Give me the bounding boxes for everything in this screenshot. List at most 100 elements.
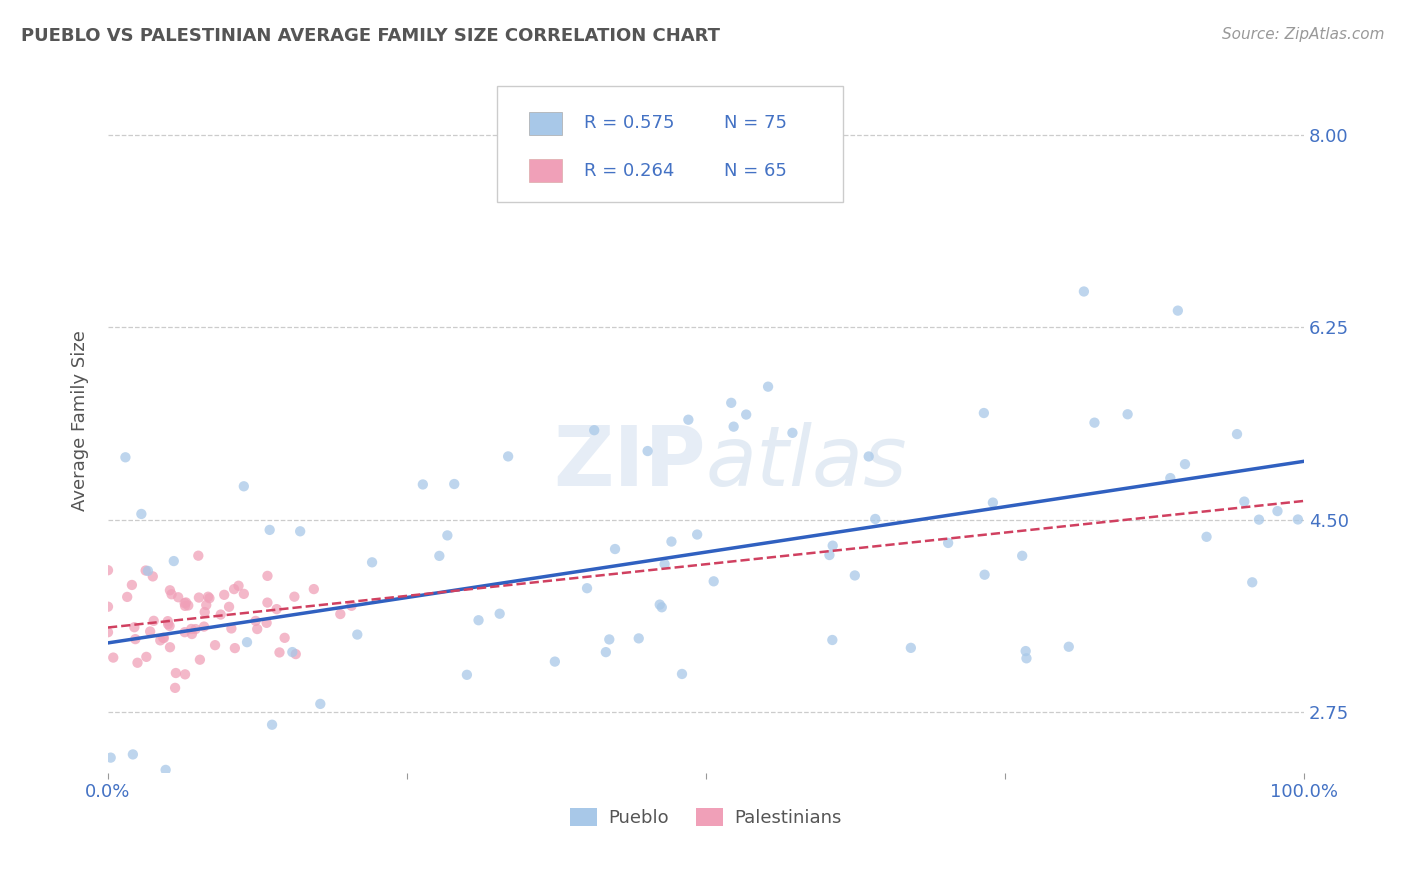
Point xyxy=(720,396,742,410)
Point xyxy=(187,549,209,563)
Point xyxy=(361,555,384,569)
Point xyxy=(1083,416,1105,430)
Point xyxy=(256,615,278,630)
Point xyxy=(302,582,325,596)
Point xyxy=(197,831,219,846)
Point xyxy=(1159,471,1181,485)
Point xyxy=(165,666,187,681)
Point xyxy=(973,567,995,582)
Point xyxy=(246,622,269,636)
Point xyxy=(818,548,841,562)
Point xyxy=(173,596,195,610)
Point xyxy=(232,479,254,493)
Text: N = 65: N = 65 xyxy=(724,161,787,179)
Point xyxy=(1014,644,1036,658)
Point xyxy=(193,619,215,633)
Point xyxy=(1241,575,1264,590)
Text: atlas: atlas xyxy=(706,423,907,503)
Point xyxy=(124,620,146,634)
Point xyxy=(1057,640,1080,654)
Point xyxy=(115,590,138,604)
Point xyxy=(1174,457,1197,471)
Point xyxy=(973,406,995,420)
Point xyxy=(436,528,458,542)
Point xyxy=(194,605,217,619)
Point xyxy=(97,625,120,640)
Point xyxy=(1233,494,1256,508)
Point xyxy=(576,581,599,595)
FancyBboxPatch shape xyxy=(529,112,562,135)
Point xyxy=(756,379,779,393)
Point xyxy=(723,419,745,434)
Point xyxy=(284,647,307,661)
Point xyxy=(288,524,311,539)
Point xyxy=(155,763,177,777)
Point xyxy=(222,582,245,596)
Text: R = 0.264: R = 0.264 xyxy=(583,161,675,179)
Point xyxy=(281,645,304,659)
Y-axis label: Average Family Size: Average Family Size xyxy=(72,330,89,511)
Point xyxy=(598,632,620,647)
Point xyxy=(858,450,880,464)
Point xyxy=(173,625,195,640)
Point xyxy=(121,578,143,592)
Point xyxy=(232,587,254,601)
Point xyxy=(163,554,186,568)
Text: N = 75: N = 75 xyxy=(724,114,787,132)
Point xyxy=(224,641,246,656)
Point xyxy=(124,632,146,647)
Point xyxy=(259,523,281,537)
Point xyxy=(149,633,172,648)
Point xyxy=(1015,651,1038,665)
Point xyxy=(122,747,145,762)
Point xyxy=(97,599,120,614)
Point xyxy=(443,477,465,491)
Point xyxy=(212,588,235,602)
Point xyxy=(156,614,179,628)
Point xyxy=(159,583,181,598)
Point xyxy=(603,541,626,556)
Point xyxy=(1226,427,1249,442)
Point xyxy=(1195,530,1218,544)
Point xyxy=(157,617,180,632)
Point xyxy=(256,569,278,583)
Point xyxy=(100,750,122,764)
Legend: Pueblo, Palestinians: Pueblo, Palestinians xyxy=(564,800,849,834)
Point xyxy=(412,477,434,491)
Point xyxy=(218,599,240,614)
Point xyxy=(654,557,676,571)
Point xyxy=(135,649,157,664)
Text: ZIP: ZIP xyxy=(554,423,706,503)
Point xyxy=(900,640,922,655)
Point xyxy=(174,595,197,609)
Point xyxy=(266,602,288,616)
Point xyxy=(595,645,617,659)
Point xyxy=(1116,407,1139,421)
Point xyxy=(686,527,709,541)
Point xyxy=(1167,303,1189,318)
Point xyxy=(167,591,190,605)
Point xyxy=(165,681,187,695)
Point xyxy=(180,627,202,641)
Point xyxy=(309,697,332,711)
Point xyxy=(1247,513,1270,527)
Point xyxy=(103,650,125,665)
Point xyxy=(340,599,363,613)
Point xyxy=(177,599,200,613)
Point xyxy=(174,599,197,613)
FancyBboxPatch shape xyxy=(529,159,562,182)
Point xyxy=(844,568,866,582)
Point xyxy=(180,622,202,636)
Point xyxy=(131,507,153,521)
Point xyxy=(821,632,844,647)
Point xyxy=(221,622,243,636)
Point xyxy=(159,640,181,655)
Point xyxy=(256,596,278,610)
Point xyxy=(346,627,368,641)
Point xyxy=(236,635,259,649)
Point xyxy=(865,512,887,526)
Point xyxy=(678,413,700,427)
Point xyxy=(197,590,219,604)
Point xyxy=(152,631,174,645)
Point xyxy=(981,495,1004,509)
